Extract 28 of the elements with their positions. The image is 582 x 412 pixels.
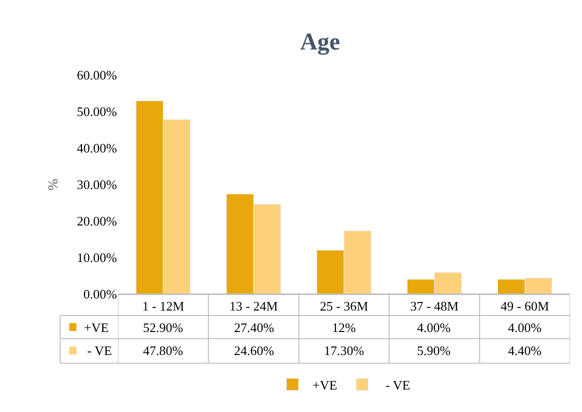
data-label: 52.90%	[143, 320, 184, 335]
text: +VE	[312, 377, 338, 392]
data-label: 4.00%	[508, 320, 542, 335]
y-tick-label: 40.00%	[76, 140, 118, 156]
x-tick-label: 49 - 60M	[500, 298, 550, 314]
data-label: 24.60%	[234, 343, 274, 358]
y-tick-label: 0.00%	[83, 286, 118, 302]
y-tick-label: 10.00%	[76, 250, 118, 266]
y-tick-label: 30.00%	[76, 177, 118, 192]
x-tick-label: 37 - 48M	[410, 298, 460, 314]
legend-label: +VE	[84, 320, 109, 335]
chart-title: Age	[300, 30, 340, 56]
legend-label: - VE	[84, 343, 112, 358]
data-label: 27.40%	[234, 320, 274, 335]
data-label: 47.80%	[143, 343, 184, 358]
y-tick-label: 60.00%	[76, 68, 118, 83]
y-axis-title: %	[46, 178, 62, 190]
data-label: 12%	[332, 320, 356, 335]
x-tick-label: 25 - 36M	[320, 298, 369, 314]
data-label: 4.00%	[417, 320, 451, 335]
data-label: 17.30%	[324, 343, 364, 358]
x-tick-label: 1 - 12M	[142, 298, 185, 314]
x-tick-label: 13 - 24M	[229, 298, 278, 314]
text: - VE	[385, 377, 410, 392]
data-label: 4.40%	[508, 343, 542, 358]
data-label: 5.90%	[417, 343, 451, 358]
y-tick-label: 50.00%	[76, 104, 118, 120]
y-tick-label: 20.00%	[76, 214, 118, 229]
